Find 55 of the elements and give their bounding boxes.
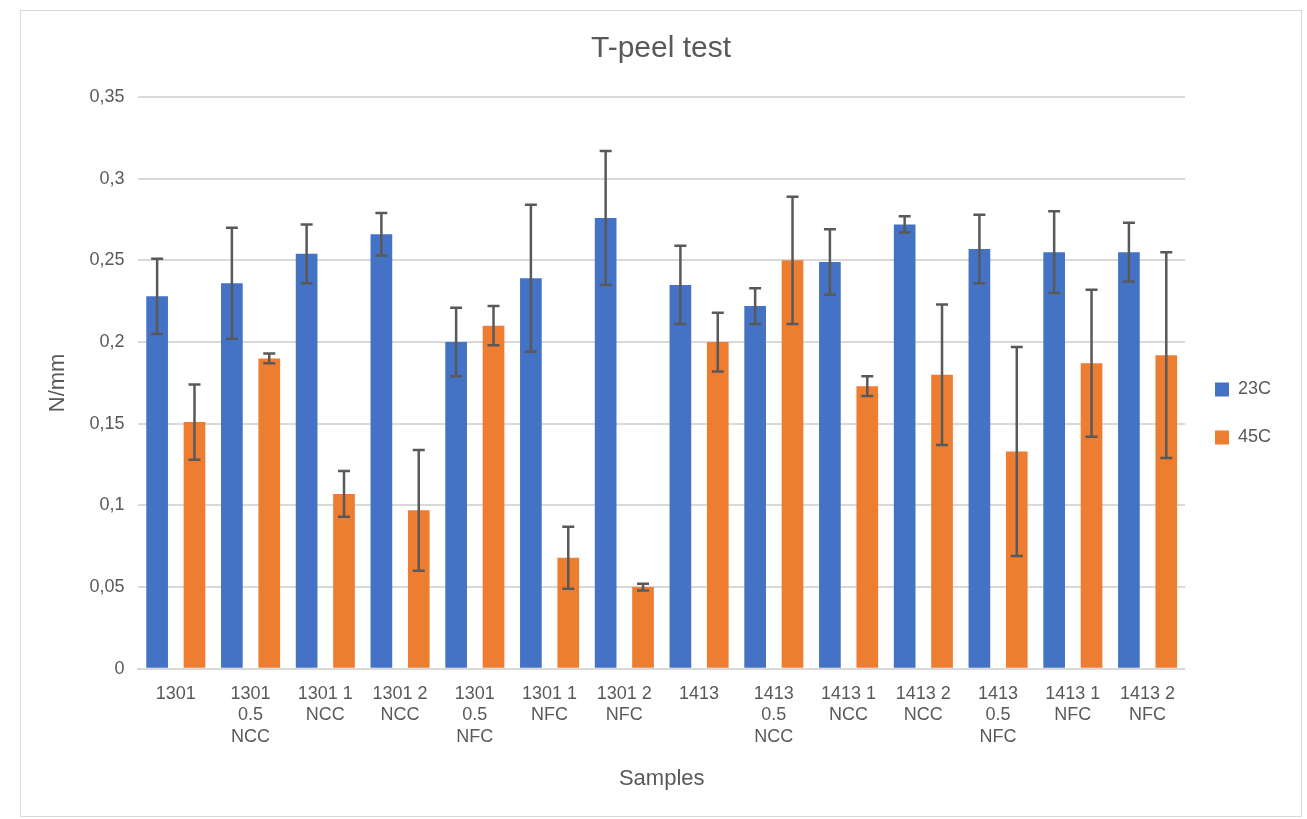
x-tick-label: 1413 (679, 682, 720, 703)
y-axis-title: N/mm (44, 353, 70, 413)
bar (557, 557, 580, 668)
bar (632, 587, 654, 668)
x-tick-label: 1413 2 NFC (1120, 682, 1176, 725)
bar (1118, 252, 1140, 668)
x-tick-label: 1301 0.5 NCC (230, 682, 271, 746)
y-tick-label: 0,15 (89, 412, 125, 433)
y-tick-label: 0,35 (89, 85, 125, 106)
bar (669, 284, 692, 668)
bar (1043, 252, 1065, 668)
bar (968, 248, 991, 668)
bar (221, 283, 243, 668)
legend-label: 23C (1237, 378, 1272, 399)
x-tick-label: 1413 1 NCC (821, 682, 877, 725)
x-tick-label: 1301 1 NCC (297, 682, 353, 725)
bar (407, 510, 430, 668)
x-tick-label: 1301 (155, 682, 196, 703)
bar (445, 342, 467, 668)
bar (370, 234, 393, 668)
y-tick-label: 0,1 (99, 494, 125, 515)
bar (594, 217, 617, 668)
bar (781, 260, 804, 668)
y-tick-label: 0,3 (99, 167, 125, 188)
bar (258, 358, 281, 668)
bar (295, 253, 318, 668)
chart-title: T-peel test (590, 30, 732, 64)
y-tick-label: 0 (114, 657, 125, 678)
x-tick-label: 1413 0.5 NFC (978, 682, 1019, 746)
bar (1155, 355, 1178, 668)
x-tick-label: 1413 1 NFC (1045, 682, 1101, 725)
y-tick-label: 0,25 (89, 249, 125, 270)
bar (183, 422, 206, 668)
x-tick-label: 1301 0.5 NFC (454, 682, 495, 746)
bar (1005, 451, 1028, 668)
bar (744, 306, 766, 668)
bar (146, 296, 168, 668)
bar (893, 224, 916, 668)
x-axis-title: Samples (618, 764, 705, 790)
y-tick-label: 0,2 (99, 331, 125, 352)
bar (482, 325, 505, 668)
y-tick-label: 0,05 (89, 576, 125, 597)
x-tick-label: 1413 2 NCC (895, 682, 951, 725)
bar (706, 342, 729, 668)
x-tick-label: 1301 2 NCC (372, 682, 428, 725)
legend-label: 45C (1237, 426, 1272, 447)
bar (1080, 363, 1103, 668)
x-tick-label: 1301 2 NFC (596, 682, 652, 725)
bar (931, 374, 953, 668)
bar (819, 262, 841, 668)
x-tick-label: 1301 1 NFC (522, 682, 578, 725)
bar (520, 278, 542, 668)
bar (856, 386, 879, 668)
bar (333, 493, 355, 668)
x-tick-label: 1413 0.5 NCC (753, 682, 794, 746)
